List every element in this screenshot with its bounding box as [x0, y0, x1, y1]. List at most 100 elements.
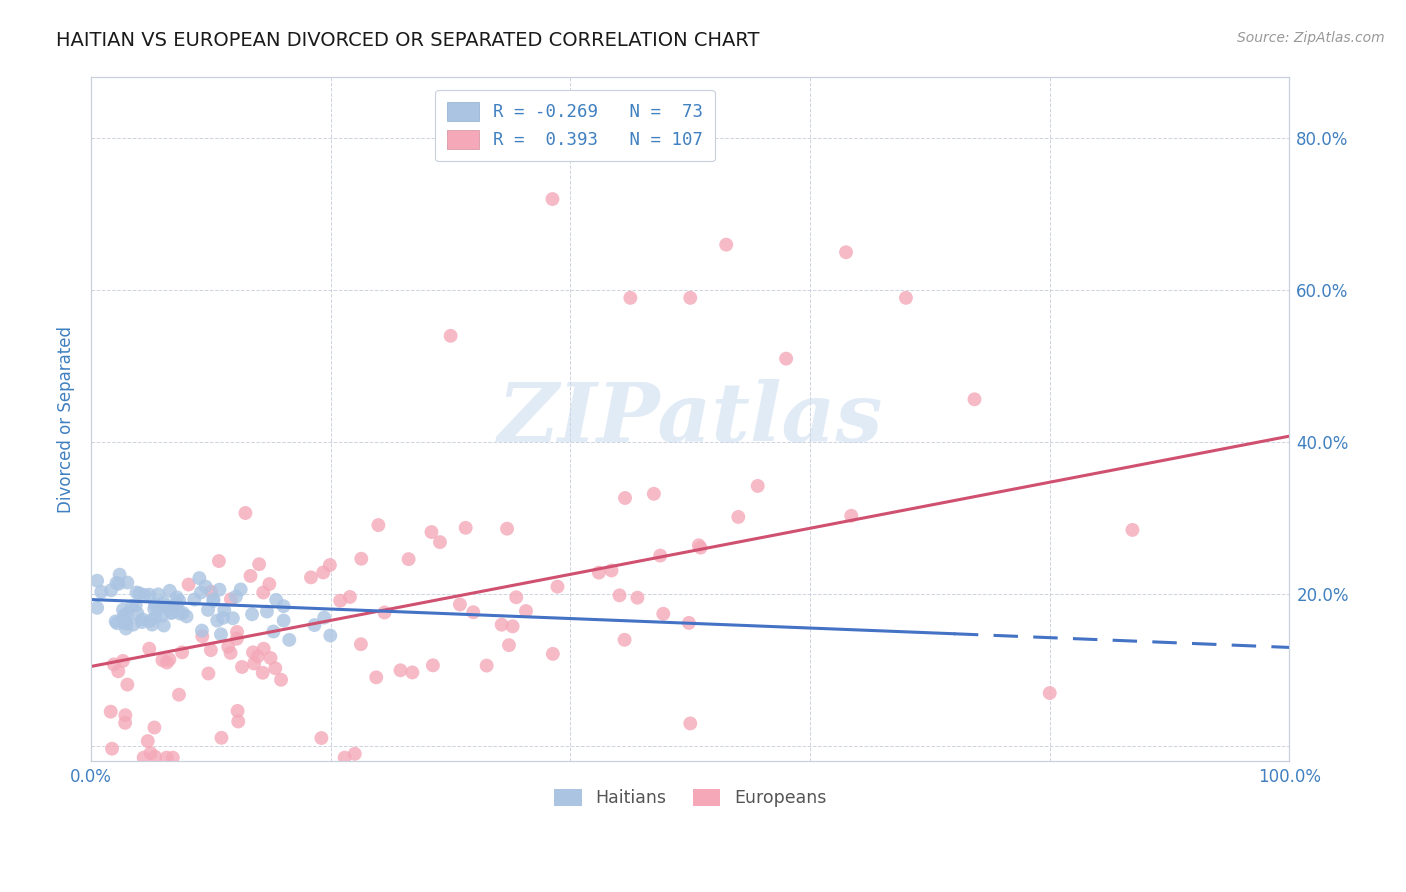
Haitians: [152, 596, 174, 610]
Legend: Haitians, Europeans: Haitians, Europeans: [547, 781, 834, 814]
Europeans: [156, 656, 179, 670]
Haitians: [86, 574, 108, 588]
Europeans: [172, 645, 194, 659]
Haitians: [146, 587, 169, 601]
Haitians: [304, 618, 326, 632]
Europeans: [614, 491, 637, 505]
Europeans: [422, 658, 444, 673]
Haitians: [127, 606, 149, 620]
Europeans: [101, 741, 124, 756]
Haitians: [166, 597, 188, 611]
Haitians: [240, 607, 263, 622]
Haitians: [150, 608, 173, 623]
Europeans: [429, 535, 451, 549]
Haitians: [167, 593, 190, 607]
Europeans: [155, 750, 177, 764]
Europeans: [449, 598, 471, 612]
Europeans: [333, 750, 356, 764]
Haitians: [105, 576, 128, 591]
Haitians: [143, 602, 166, 616]
Europeans: [252, 585, 274, 599]
Europeans: [211, 731, 233, 745]
Haitians: [156, 599, 179, 614]
Europeans: [505, 591, 527, 605]
Haitians: [148, 601, 170, 615]
Europeans: [114, 715, 136, 730]
Europeans: [339, 590, 361, 604]
Europeans: [498, 638, 520, 652]
Europeans: [235, 506, 257, 520]
Haitians: [194, 580, 217, 594]
Haitians: [225, 590, 247, 604]
Haitians: [115, 615, 138, 630]
Haitians: [202, 594, 225, 608]
Europeans: [114, 708, 136, 723]
Europeans: [439, 328, 461, 343]
Europeans: [502, 619, 524, 633]
Haitians: [108, 567, 131, 582]
Europeans: [252, 665, 274, 680]
Haitians: [190, 585, 212, 599]
Text: HAITIAN VS EUROPEAN DIVORCED OR SEPARATED CORRELATION CHART: HAITIAN VS EUROPEAN DIVORCED OR SEPARATE…: [56, 31, 759, 50]
Europeans: [225, 632, 247, 646]
Haitians: [314, 610, 336, 624]
Europeans: [515, 604, 537, 618]
Europeans: [208, 554, 231, 568]
Europeans: [162, 750, 184, 764]
Europeans: [329, 593, 352, 607]
Haitians: [86, 600, 108, 615]
Haitians: [125, 599, 148, 613]
Europeans: [727, 510, 749, 524]
Europeans: [678, 615, 700, 630]
Haitians: [209, 627, 232, 641]
Haitians: [115, 607, 138, 621]
Europeans: [139, 746, 162, 760]
Haitians: [117, 575, 139, 590]
Haitians: [104, 615, 127, 629]
Haitians: [122, 617, 145, 632]
Haitians: [114, 616, 136, 631]
Text: ZIPatlas: ZIPatlas: [498, 379, 883, 459]
Europeans: [152, 653, 174, 667]
Europeans: [541, 647, 564, 661]
Europeans: [454, 521, 477, 535]
Europeans: [491, 617, 513, 632]
Haitians: [90, 585, 112, 599]
Haitians: [160, 606, 183, 620]
Europeans: [299, 570, 322, 584]
Text: Source: ZipAtlas.com: Source: ZipAtlas.com: [1237, 31, 1385, 45]
Haitians: [176, 609, 198, 624]
Haitians: [100, 583, 122, 598]
Europeans: [311, 731, 333, 745]
Europeans: [111, 654, 134, 668]
Haitians: [131, 612, 153, 626]
Haitians: [188, 571, 211, 585]
Haitians: [105, 616, 128, 631]
Haitians: [222, 611, 245, 625]
Haitians: [202, 592, 225, 607]
Europeans: [652, 607, 675, 621]
Europeans: [143, 721, 166, 735]
Europeans: [398, 552, 420, 566]
Haitians: [160, 600, 183, 615]
Haitians: [262, 624, 284, 639]
Europeans: [366, 670, 388, 684]
Europeans: [600, 564, 623, 578]
Europeans: [894, 291, 917, 305]
Europeans: [367, 518, 389, 533]
Haitians: [183, 592, 205, 607]
Haitians: [111, 603, 134, 617]
Haitians: [229, 582, 252, 597]
Europeans: [243, 657, 266, 671]
Europeans: [242, 645, 264, 659]
Europeans: [373, 606, 395, 620]
Europeans: [177, 577, 200, 591]
Europeans: [588, 566, 610, 580]
Haitians: [172, 606, 194, 620]
Europeans: [1039, 686, 1062, 700]
Europeans: [167, 688, 190, 702]
Europeans: [650, 549, 672, 563]
Haitians: [169, 607, 191, 621]
Haitians: [131, 615, 153, 629]
Haitians: [278, 632, 301, 647]
